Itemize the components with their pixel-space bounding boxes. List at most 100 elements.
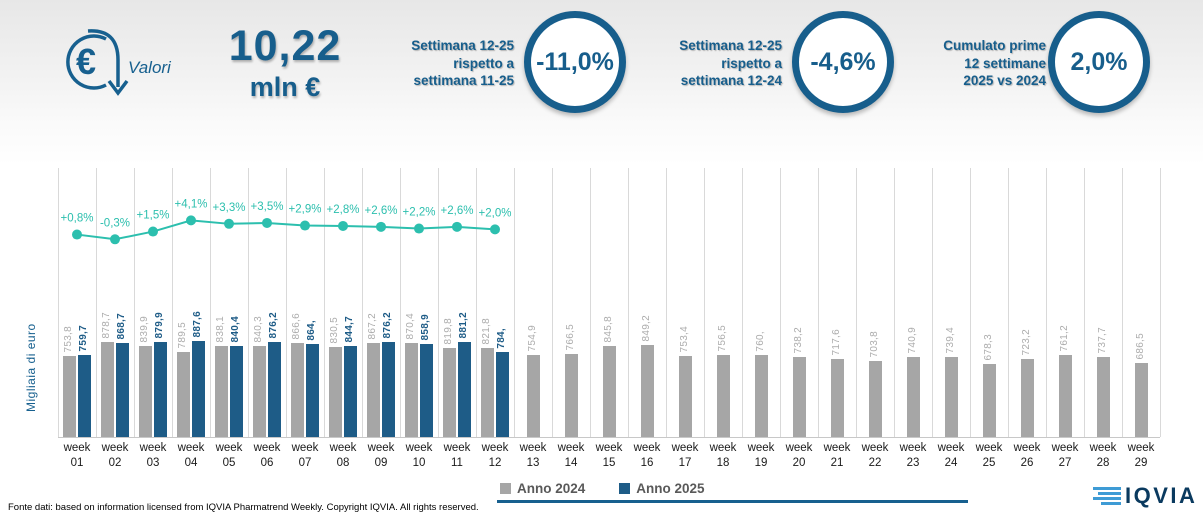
- x-axis-label-week-19: week 19: [747, 442, 775, 469]
- x-axis-label-week-02: week 02: [101, 442, 129, 469]
- x-axis-label-week-03: week 03: [139, 442, 167, 469]
- bar-anno-2025-week-07: [306, 344, 319, 437]
- x-axis-label-week-17: week 17: [671, 442, 699, 469]
- x-axis-label-week-04: week 04: [177, 442, 205, 469]
- bar-anno-2025-week-04: [192, 341, 205, 437]
- growth-marker: [452, 221, 462, 232]
- kpi-1-label: Settimana 12-25 rispetto a settimana 11-…: [411, 38, 514, 88]
- bar-anno-2024-week-03: [139, 346, 152, 437]
- gridline: [780, 168, 781, 437]
- x-axis-label-week-12: week 12: [481, 442, 509, 469]
- growth-marker: [376, 221, 386, 232]
- growth-percent-label: +2,2%: [403, 207, 436, 219]
- bar-anno-2024-week-11: [443, 348, 456, 437]
- gridline: [96, 168, 97, 437]
- x-axis-label-week-13: week 13: [519, 442, 547, 469]
- gridline: [970, 168, 971, 437]
- growth-percent-label: +2,6%: [441, 205, 474, 217]
- bar-anno-2024-week-15: [602, 346, 616, 437]
- kpi-1-value-badge: -11,0%: [524, 11, 626, 113]
- x-axis-label-week-29: week 29: [1127, 442, 1155, 469]
- x-axis-label-week-25: week 25: [975, 442, 1003, 469]
- bar-anno-2024-week-12: [481, 348, 494, 437]
- x-axis-label-week-23: week 23: [899, 442, 927, 469]
- bar-anno-2024-week-19: [754, 355, 768, 437]
- growth-percent-label: +0,8%: [61, 213, 94, 225]
- bar-anno-2024-week-25: [982, 364, 996, 437]
- gridline: [666, 168, 667, 437]
- x-axis-label-week-22: week 22: [861, 442, 889, 469]
- bar-anno-2024-week-01: [63, 356, 76, 437]
- gridline: [894, 168, 895, 437]
- growth-marker: [224, 218, 234, 229]
- bar-anno-2025-week-06: [268, 342, 281, 437]
- bar-anno-2025-week-11: [458, 342, 471, 437]
- gridline: [742, 168, 743, 437]
- bar-anno-2025-week-10: [420, 344, 433, 437]
- bar-anno-2025-week-08: [344, 346, 357, 437]
- gridline: [286, 168, 287, 437]
- x-axis-label-week-09: week 09: [367, 442, 395, 469]
- gridline: [552, 168, 553, 437]
- x-axis-label-week-27: week 27: [1051, 442, 1079, 469]
- source-note: Fonte dati: based on information license…: [8, 502, 479, 513]
- gridline: [248, 168, 249, 437]
- bar-anno-2024-week-18: [716, 355, 730, 437]
- gridline: [704, 168, 705, 437]
- gridline: [210, 168, 211, 437]
- x-axis-label-week-26: week 26: [1013, 442, 1041, 469]
- total-value: 10,22: [228, 22, 342, 70]
- gridline: [1008, 168, 1009, 437]
- svg-text:€: €: [76, 41, 96, 82]
- y-axis-title: Migliaia di euro: [24, 323, 38, 412]
- bar-anno-2025-week-12: [496, 352, 509, 437]
- gridline: [134, 168, 135, 437]
- gridline: [58, 168, 59, 437]
- growth-marker: [414, 223, 424, 234]
- gridline: [818, 168, 819, 437]
- growth-marker: [490, 224, 500, 235]
- bar-anno-2024-week-13: [526, 355, 540, 437]
- bar-anno-2024-week-24: [944, 357, 958, 437]
- kpi-3-value-badge: 2,0%: [1048, 11, 1150, 113]
- values-caption: Valori: [128, 58, 171, 77]
- bar-anno-2024-week-04: [177, 352, 190, 437]
- growth-marker: [186, 215, 196, 226]
- bar-anno-2024-week-16: [640, 345, 654, 437]
- legend-item-anno-2025: Anno 2025: [619, 481, 705, 496]
- growth-marker: [148, 226, 158, 237]
- kpi-3-label: Cumulato prime 12 settimane 2025 vs 2024: [943, 38, 1046, 88]
- bar-anno-2025-week-03: [154, 342, 167, 437]
- gridline: [1160, 168, 1161, 437]
- total-value-unit: mln €: [249, 72, 321, 102]
- x-axis-label-week-15: week 15: [595, 442, 623, 469]
- growth-marker: [300, 220, 310, 231]
- bar-anno-2025-week-01: [78, 355, 91, 437]
- growth-percent-label: +2,9%: [289, 204, 322, 216]
- bar-anno-2024-week-14: [564, 354, 578, 437]
- x-axis-label-week-10: week 10: [405, 442, 433, 469]
- bar-anno-2025-week-05: [230, 346, 243, 437]
- x-axis-label-week-07: week 07: [291, 442, 319, 469]
- growth-percent-label: +2,8%: [327, 204, 360, 216]
- bar-anno-2024-week-09: [367, 343, 380, 437]
- legend-swatch-2024: [500, 483, 511, 494]
- bar-anno-2024-week-27: [1058, 355, 1072, 437]
- legend-label-2025: Anno 2025: [636, 481, 705, 496]
- growth-percent-label: +4,1%: [175, 198, 208, 210]
- gridline: [362, 168, 363, 437]
- growth-marker: [110, 234, 120, 245]
- gridline: [856, 168, 857, 437]
- gridline: [1046, 168, 1047, 437]
- bar-anno-2025-week-02: [116, 343, 129, 437]
- x-axis-label-week-05: week 05: [215, 442, 243, 469]
- bar-anno-2024-week-08: [329, 347, 342, 437]
- growth-marker: [72, 229, 82, 240]
- growth-line-chart: +0,8% -0,3% +1,5% +4,1% +3,3% +3,5% +2,9% +2,8%…: [61, 198, 511, 245]
- gridline: [400, 168, 401, 437]
- gridline: [628, 168, 629, 437]
- x-axis-label-week-21: week 21: [823, 442, 851, 469]
- gridline: [1122, 168, 1123, 437]
- gridline: [476, 168, 477, 437]
